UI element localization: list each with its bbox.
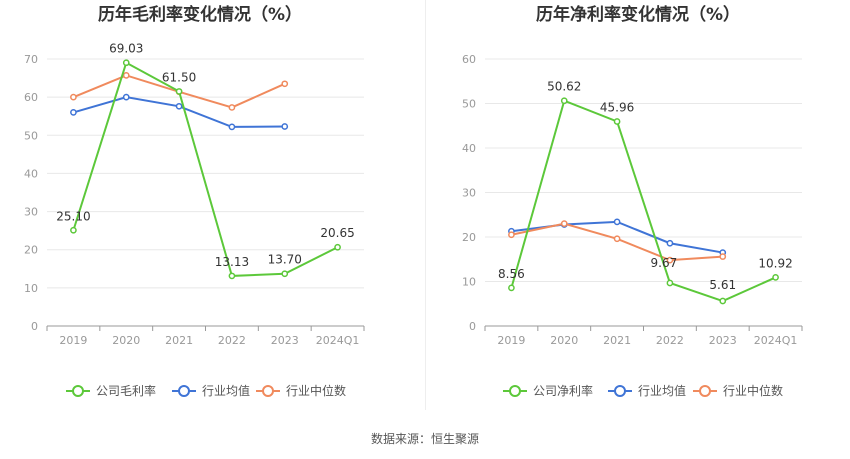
- panel-divider: [425, 0, 426, 410]
- legend-marker-icon: [262, 385, 274, 397]
- legend-marker-icon: [72, 385, 84, 397]
- data-point[interactable]: [613, 235, 621, 243]
- data-label: 10.92: [758, 256, 792, 270]
- data-point[interactable]: [560, 220, 568, 227]
- legend-item[interactable]: 行业中位数: [256, 383, 346, 398]
- data-label: 8.56: [498, 267, 525, 281]
- legend-label: 行业均值: [638, 383, 686, 398]
- x-tick-label: 2019: [59, 334, 87, 347]
- data-point[interactable]: [175, 88, 183, 95]
- y-tick-label: 30: [24, 206, 38, 219]
- data-point[interactable]: [613, 118, 621, 125]
- x-tick-label: 2019: [497, 334, 525, 347]
- data-label: 9.67: [651, 256, 678, 270]
- legend-marker-icon: [509, 385, 521, 397]
- data-point[interactable]: [122, 93, 130, 101]
- legend-item[interactable]: 公司毛利率: [66, 383, 156, 398]
- data-label: 13.70: [268, 253, 302, 267]
- legend-label: 行业中位数: [723, 383, 783, 398]
- data-point[interactable]: [228, 104, 236, 111]
- x-tick-label: 2020: [112, 334, 140, 347]
- y-tick-label: 20: [462, 231, 476, 244]
- y-tick-label: 60: [24, 91, 38, 104]
- data-point[interactable]: [281, 123, 289, 130]
- data-point[interactable]: [228, 123, 236, 131]
- legend-item[interactable]: 行业均值: [172, 383, 250, 398]
- legend-label: 行业中位数: [286, 383, 346, 398]
- y-tick-label: 40: [24, 167, 38, 180]
- data-point[interactable]: [281, 80, 289, 88]
- data-point[interactable]: [508, 231, 515, 239]
- x-tick-label: 2023: [709, 334, 737, 347]
- x-tick-label: 2022: [218, 334, 246, 347]
- data-point[interactable]: [560, 97, 568, 105]
- data-point[interactable]: [175, 102, 183, 110]
- y-tick-label: 60: [462, 53, 476, 66]
- y-tick-label: 20: [24, 244, 38, 257]
- data-label: 25.10: [56, 209, 90, 223]
- y-tick-label: 0: [31, 320, 38, 333]
- data-point[interactable]: [281, 270, 289, 278]
- y-tick-label: 70: [24, 53, 38, 66]
- y-tick-label: 10: [24, 282, 38, 295]
- data-source-label: 数据来源：恒生聚源: [370, 432, 479, 446]
- data-point[interactable]: [228, 272, 236, 280]
- data-point[interactable]: [666, 256, 674, 264]
- data-point[interactable]: [772, 274, 779, 281]
- y-tick-label: 0: [469, 320, 476, 333]
- data-label: 45.96: [600, 100, 634, 114]
- chart-1: 历年毛利率变化情况（%） 0 10 20 30 40 50 60 70 2019 2020 2021 2…: [24, 4, 365, 398]
- data-point[interactable]: [508, 284, 515, 292]
- x-tick-label: 2021: [165, 334, 193, 347]
- x-tick-label: 2021: [603, 334, 631, 347]
- legend-label: 公司净利率: [533, 383, 593, 398]
- y-tick-label: 10: [462, 276, 476, 289]
- data-point[interactable]: [719, 253, 727, 260]
- data-point[interactable]: [334, 243, 341, 251]
- legend-item[interactable]: 行业均值: [608, 383, 686, 398]
- legend-marker-icon: [614, 385, 626, 397]
- y-tick-label: 30: [462, 187, 476, 200]
- data-point[interactable]: [70, 226, 77, 234]
- data-label: 20.65: [320, 226, 354, 240]
- data-point[interactable]: [122, 72, 130, 79]
- charts-canvas: 历年毛利率变化情况（%） 0 10 20 30 40 50 60 70 2019 2020 2021 2…: [24, 4, 803, 398]
- data-label: 69.03: [109, 42, 143, 56]
- x-tick-label: 2022: [656, 334, 684, 347]
- chart-title: 历年净利率变化情况（%）: [536, 4, 740, 25]
- series-line: [72, 61, 339, 277]
- y-tick-label: 50: [462, 98, 476, 111]
- x-tick-label: 2020: [550, 334, 578, 347]
- data-point[interactable]: [70, 109, 77, 116]
- data-label: 5.61: [709, 278, 736, 292]
- data-point[interactable]: [70, 93, 77, 101]
- legend-item[interactable]: 行业中位数: [693, 383, 783, 398]
- x-tick-label: 2024Q1: [316, 334, 360, 347]
- data-point[interactable]: [666, 239, 674, 247]
- data-label: 50.62: [547, 80, 581, 94]
- legend-marker-icon: [699, 385, 711, 397]
- data-point[interactable]: [666, 279, 674, 287]
- legend-label: 公司毛利率: [96, 383, 156, 398]
- data-label: 13.13: [215, 255, 249, 269]
- data-point[interactable]: [122, 59, 130, 67]
- x-tick-label: 2023: [271, 334, 299, 347]
- x-tick-label: 2024Q1: [754, 334, 798, 347]
- y-tick-label: 50: [24, 129, 38, 142]
- y-tick-label: 40: [462, 142, 476, 155]
- data-point[interactable]: [719, 297, 727, 305]
- series-line: [510, 99, 776, 303]
- legend-label: 行业均值: [202, 383, 250, 398]
- legend-marker-icon: [178, 385, 190, 397]
- series-line: [73, 96, 285, 128]
- data-label: 61.50: [162, 70, 196, 84]
- chart-title: 历年毛利率变化情况（%）: [98, 4, 302, 25]
- data-point[interactable]: [613, 218, 621, 226]
- legend-item[interactable]: 公司净利率: [503, 383, 593, 398]
- chart-2: 历年净利率变化情况（%） 0 10 20 30 40 50 60 2019 2020 2021 202…: [462, 4, 803, 398]
